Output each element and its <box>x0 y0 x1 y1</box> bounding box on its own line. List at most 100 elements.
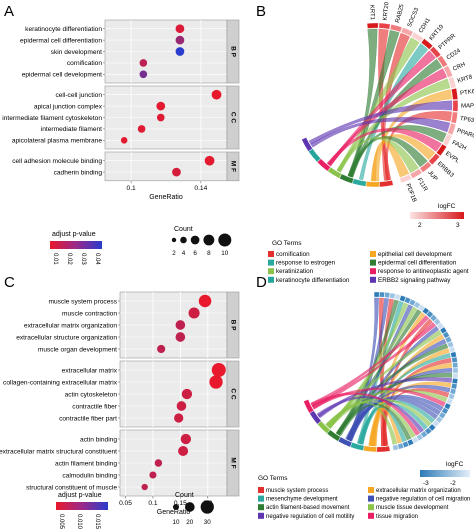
chord-ribbon <box>310 117 451 148</box>
go-segment <box>327 167 342 179</box>
x-tick-label: 0.1 <box>148 500 157 507</box>
gene-segment <box>402 441 410 448</box>
gene-segment <box>443 65 453 78</box>
gene-segment <box>378 22 391 30</box>
chord-ribbon <box>383 388 450 446</box>
gene-label: FA2H <box>451 140 467 152</box>
term-label: actin cytoskeleton <box>65 391 118 398</box>
data-point <box>120 137 128 144</box>
chord-ribbon <box>372 312 426 447</box>
go-legend-label: tissue migration <box>376 514 418 520</box>
go-segment <box>301 137 313 152</box>
size-legend-label: 20 <box>186 519 194 526</box>
term-label: extracellular matrix structural constitu… <box>0 448 117 455</box>
term-label: cell-cell junction <box>55 92 102 99</box>
go-segment <box>309 410 322 425</box>
term-label: muscle organ development <box>38 346 117 353</box>
legend-b-go-title: GO Terms <box>272 240 302 247</box>
go-legend-label: keratinization <box>276 268 314 275</box>
go-legend-label: negative regulation of cell migration <box>376 497 470 503</box>
facet-label: C C <box>229 388 236 400</box>
legend-b-logfc-title: logFC <box>438 203 456 210</box>
term-label: intermediate filament cytoskeleton <box>2 115 102 122</box>
gene-segment <box>379 291 385 298</box>
go-legend-swatch <box>370 276 376 283</box>
chord-diagram-d <box>303 291 459 453</box>
facet-label: B P <box>229 46 236 58</box>
gene-segment <box>411 32 424 43</box>
term-label: skin development <box>51 49 102 56</box>
gene-segment <box>452 367 459 374</box>
go-legend-label: epithelial cell development <box>378 251 452 258</box>
x-tick-label: 0.05 <box>119 500 132 507</box>
go-legend-swatch <box>370 251 376 257</box>
legend-a-size-title: Count <box>174 226 193 233</box>
data-point <box>209 375 223 389</box>
gene-segment <box>447 122 456 136</box>
chord-ribbon <box>317 377 452 419</box>
term-label: collagen-containing extracellular matrix <box>3 379 118 386</box>
chord-ribbon <box>327 50 436 167</box>
term-label: cadherin binding <box>54 169 103 176</box>
data-point <box>157 344 166 354</box>
gene-segment <box>451 356 458 363</box>
gene-segment <box>426 310 434 319</box>
legend-tick-label: 0.005 <box>58 514 64 530</box>
term-label: muscle system process <box>48 298 117 305</box>
data-point <box>137 125 146 133</box>
data-point <box>175 35 185 45</box>
term-label: epidermal cell differentiation <box>20 37 102 44</box>
term-label: actin filament binding <box>55 460 117 467</box>
data-point <box>175 24 185 34</box>
go-segment <box>337 436 353 448</box>
size-legend-dot <box>171 237 177 243</box>
chord-ribbon <box>327 68 447 167</box>
legend-tick-label: 0.010 <box>76 514 82 530</box>
legend-c-color-title: adjust p-value <box>58 492 102 499</box>
gene-label: KRT1 <box>368 5 375 21</box>
gene-segment <box>417 304 426 312</box>
gene-segment <box>446 398 454 405</box>
gene-segment <box>441 407 449 415</box>
go-legend-label: muscle tissue development <box>376 505 449 511</box>
size-legend-label: 4 <box>182 250 186 257</box>
term-label: extracellular matrix organization <box>24 322 117 329</box>
data-point <box>149 471 157 479</box>
data-point <box>139 70 148 79</box>
gene-segment <box>428 423 436 432</box>
gene-segment <box>448 346 456 353</box>
gene-segment <box>452 362 459 368</box>
go-legend-swatch <box>258 487 264 493</box>
go-legend-label: epidermal cell differentiation <box>378 260 457 267</box>
dotplot-a: B P keratinocyte differentiation epidermal… <box>2 19 240 201</box>
go-legend-swatch <box>368 495 374 502</box>
gene-segment <box>444 402 452 410</box>
panel-letter-b: B <box>256 3 266 20</box>
gene-segment <box>401 27 414 37</box>
gene-label: PTPRR <box>438 33 458 51</box>
gene-label: CD24 <box>446 48 463 62</box>
gene-label: PTK6 <box>460 89 474 97</box>
data-point <box>175 320 186 330</box>
gene-segment <box>420 430 428 438</box>
gene-segment <box>424 427 432 435</box>
data-point <box>180 433 192 445</box>
chord-diagram-b: KRT1 KRT20 RAB25 SOCS3CDH1KRT19PTPRRCD24CRH… <box>301 1 474 203</box>
gene-segment <box>408 299 416 307</box>
legend-tick-label: 0.01 <box>52 253 58 265</box>
gene-segment <box>416 433 424 441</box>
gene-label: KRT20 <box>383 1 391 21</box>
gene-label: ERBB3 <box>436 161 455 179</box>
panel-letter-d: D <box>256 274 267 291</box>
gene-label: MAPK13 <box>461 103 474 109</box>
go-legend-label: negative regulation of cell motility <box>266 514 354 520</box>
go-legend-swatch <box>368 512 374 519</box>
go-legend-label: actin filament-based movement <box>266 505 350 511</box>
gene-segment <box>448 393 455 400</box>
gene-segment <box>433 318 441 326</box>
gene-segment <box>407 438 414 446</box>
gene-segment <box>442 331 450 339</box>
x-tick-label: 0.15 <box>174 500 187 507</box>
legend-b-logfc-tick: 2 <box>418 222 422 229</box>
